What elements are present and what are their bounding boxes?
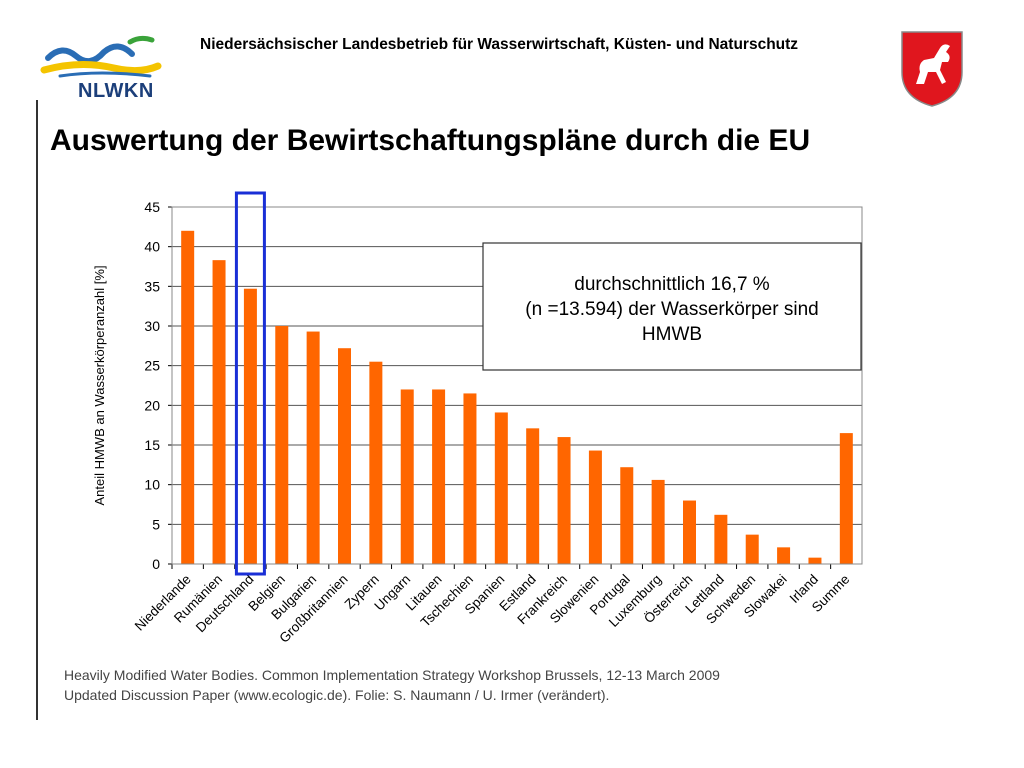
bar-summe [839,433,853,564]
y-tick-label: 35 [144,278,160,294]
plot-frame [171,206,863,565]
y-tick-label: 30 [144,318,160,334]
source-line-2: Updated Discussion Paper (www.ecologic.d… [64,687,610,703]
bar-schweden [745,534,759,564]
bar-spanien [494,412,508,564]
y-tick-label: 20 [144,397,160,413]
highlight-frame-deutschland [234,191,266,576]
bar-estland [526,428,540,564]
y-tick-label: 10 [144,477,160,493]
bar-lettland [714,514,728,564]
page-title: Auswertung der Bewirtschaftungspläne dur… [50,124,811,157]
bar-tschechien [463,393,477,564]
y-axis-label: Anteil HMWB an Wasserkörperanzahl [%] [92,265,107,505]
annotation-line1: durchschnittlich 16,7 % [574,274,769,295]
bar-slowakei [777,547,791,564]
y-tick-label: 15 [144,437,160,453]
agency-name: Niedersächsischer Landesbetrieb für Wass… [200,36,799,53]
bar-österreich [683,500,696,564]
bar-irland [808,557,822,564]
bar-zypern [369,361,383,564]
bar-litauen [432,389,446,564]
source-citation: Heavily Modified Water Bodies. Common Im… [64,665,720,705]
bars [181,230,853,565]
lower-saxony-horse-crest-icon [901,31,963,107]
bar-niederlande [181,230,195,565]
bar-portugal [620,467,634,564]
bar-bulgarien [306,331,320,564]
bar-großbritannien [338,348,351,564]
bar-deutschland [243,288,257,564]
y-tick-label: 5 [152,516,160,532]
y-tick-label: 40 [144,239,160,255]
y-tick-label: 45 [144,199,160,215]
y-tick-label: 0 [152,556,160,572]
annotation-box: durchschnittlich 16,7 % (n =13.594) der … [482,242,862,371]
y-axis-ticks: 0 5 10 15 20 25 30 35 40 45 [144,199,172,572]
bar-slowenien [588,450,602,564]
bar-frankreich [557,437,571,564]
bar-luxemburg [651,479,665,564]
nlwkn-logo [40,35,162,78]
logo-text: NLWKN [78,80,154,102]
x-axis-ticks: NiederlandeRumänienDeutschlandBelgienBul… [132,564,852,646]
left-divider [36,100,38,720]
annotation-line2: (n =13.594) der Wasserkörper sind [525,299,818,320]
bar-belgien [275,326,289,564]
source-line-1: Heavily Modified Water Bodies. Common Im… [64,667,720,683]
bar-rumänien [212,260,226,564]
y-tick-label: 25 [144,358,160,374]
annotation-line3: HMWB [642,324,702,345]
bar-ungarn [400,389,414,564]
